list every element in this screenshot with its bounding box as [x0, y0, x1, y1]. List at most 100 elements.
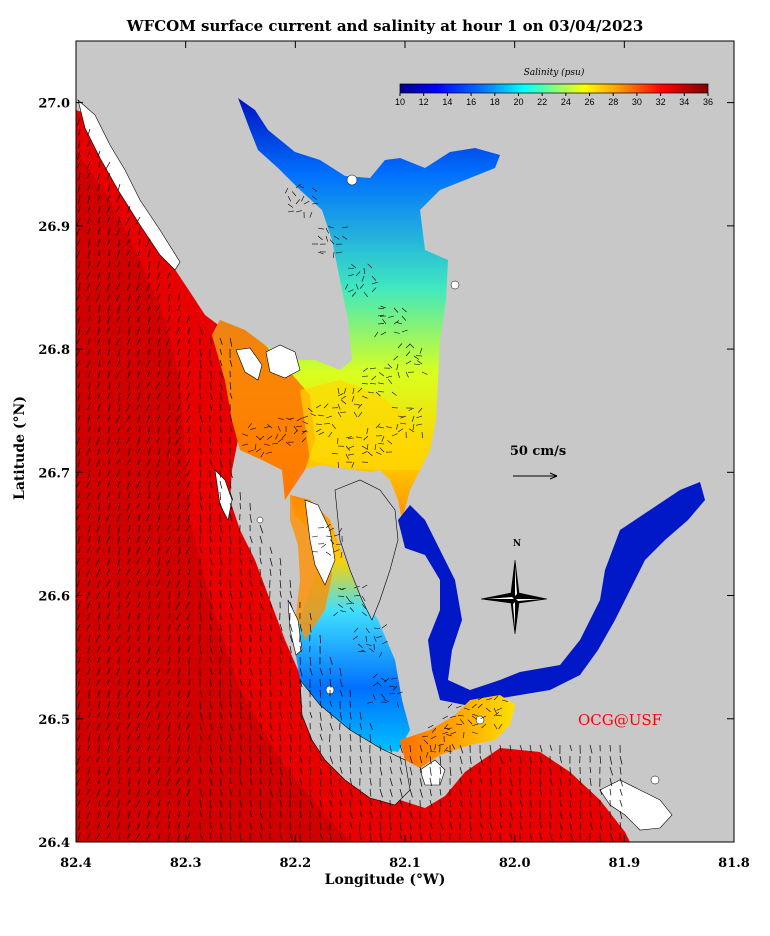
current-vector — [86, 568, 91, 577]
current-vector — [269, 810, 271, 818]
current-vector — [209, 392, 213, 400]
compass-label: N — [513, 539, 521, 549]
current-vector — [76, 557, 81, 565]
current-vector — [307, 407, 313, 413]
current-vector — [86, 777, 91, 786]
current-vector — [412, 423, 415, 430]
current-vector — [374, 443, 377, 450]
current-vector — [599, 832, 601, 842]
current-vector — [299, 755, 303, 764]
current-vector — [219, 436, 223, 444]
current-vector — [229, 667, 232, 676]
current-vector — [349, 755, 351, 765]
current-vector — [87, 227, 91, 234]
current-vector — [239, 744, 243, 752]
current-vector — [498, 723, 503, 730]
current-vector — [156, 271, 161, 281]
current-vector — [429, 832, 432, 841]
current-vector — [249, 634, 252, 643]
current-vector — [247, 449, 254, 453]
current-vector — [399, 755, 402, 765]
current-vector — [409, 755, 413, 764]
current-vector — [138, 469, 141, 477]
current-vector — [319, 678, 321, 687]
current-vector — [499, 832, 501, 841]
current-vector — [295, 183, 301, 189]
current-vector — [78, 139, 81, 149]
current-vector — [137, 678, 141, 687]
axis-ticks: 82.4 82.3 82.2 82.1 82.0 81.9 81.827.026.926.8… — [38, 41, 750, 871]
caloosahatchee-river — [398, 482, 705, 705]
current-vector — [303, 200, 310, 205]
current-vector — [469, 799, 473, 809]
current-vector — [87, 458, 91, 467]
current-vector — [239, 799, 243, 808]
current-vector — [499, 755, 504, 765]
current-vector — [209, 799, 212, 809]
current-vector — [118, 271, 121, 279]
current-vector — [168, 601, 171, 609]
current-vector — [96, 788, 101, 797]
current-vector — [76, 238, 81, 246]
current-vector — [417, 407, 423, 413]
current-vector — [146, 568, 151, 577]
current-vector — [87, 183, 91, 191]
current-vector — [138, 700, 141, 708]
current-vector — [269, 601, 273, 609]
current-vector — [146, 821, 151, 829]
current-vector — [471, 731, 478, 735]
current-vector — [167, 348, 171, 355]
current-vector — [199, 392, 201, 400]
current-vector — [185, 711, 191, 720]
current-vector — [106, 711, 111, 720]
current-vector — [579, 799, 582, 809]
current-vector — [405, 371, 409, 378]
current-vector — [76, 304, 81, 312]
current-vector — [339, 689, 343, 697]
current-vector — [167, 271, 171, 279]
current-vector — [379, 788, 383, 798]
colorbar-tick-label: 18 — [490, 97, 500, 107]
colorbar-tick-label: 34 — [679, 97, 689, 107]
current-vector — [166, 392, 171, 399]
current-vector — [239, 645, 243, 654]
current-vector — [279, 799, 283, 808]
current-vector — [349, 733, 352, 742]
current-vector — [345, 453, 349, 460]
current-vector — [279, 777, 282, 787]
current-vector — [76, 227, 81, 236]
current-vector — [377, 307, 384, 310]
current-vector — [375, 451, 382, 455]
current-vector — [88, 700, 91, 708]
current-vector — [323, 403, 329, 409]
current-vector — [116, 315, 121, 322]
salinity-colorbar: Salinity (psu) 10 12 14 16 18 20 22 24 26 28 30 32 3… — [395, 67, 713, 107]
current-vector — [146, 700, 151, 709]
current-vector — [186, 777, 191, 787]
current-vector — [229, 392, 233, 399]
current-vector — [175, 777, 181, 786]
current-vector — [219, 447, 222, 455]
current-vector — [199, 733, 202, 741]
current-vector — [117, 513, 121, 523]
current-vector — [319, 777, 322, 787]
current-vector — [87, 612, 91, 620]
current-vector — [311, 195, 317, 200]
current-vector — [107, 546, 111, 554]
current-vector — [87, 150, 91, 157]
current-vector — [269, 568, 272, 577]
current-vector — [106, 667, 111, 676]
current-vector — [185, 381, 191, 390]
current-vector — [529, 777, 532, 785]
current-vector — [135, 832, 141, 841]
current-vector — [176, 447, 181, 456]
marsh-spot — [475, 715, 485, 725]
current-vector — [78, 546, 81, 554]
current-vector — [438, 743, 445, 746]
current-vector — [340, 551, 343, 558]
current-vector — [107, 183, 111, 193]
current-vector — [609, 810, 611, 819]
current-vector — [138, 524, 141, 533]
current-vector — [229, 645, 232, 655]
current-vector — [167, 315, 171, 323]
